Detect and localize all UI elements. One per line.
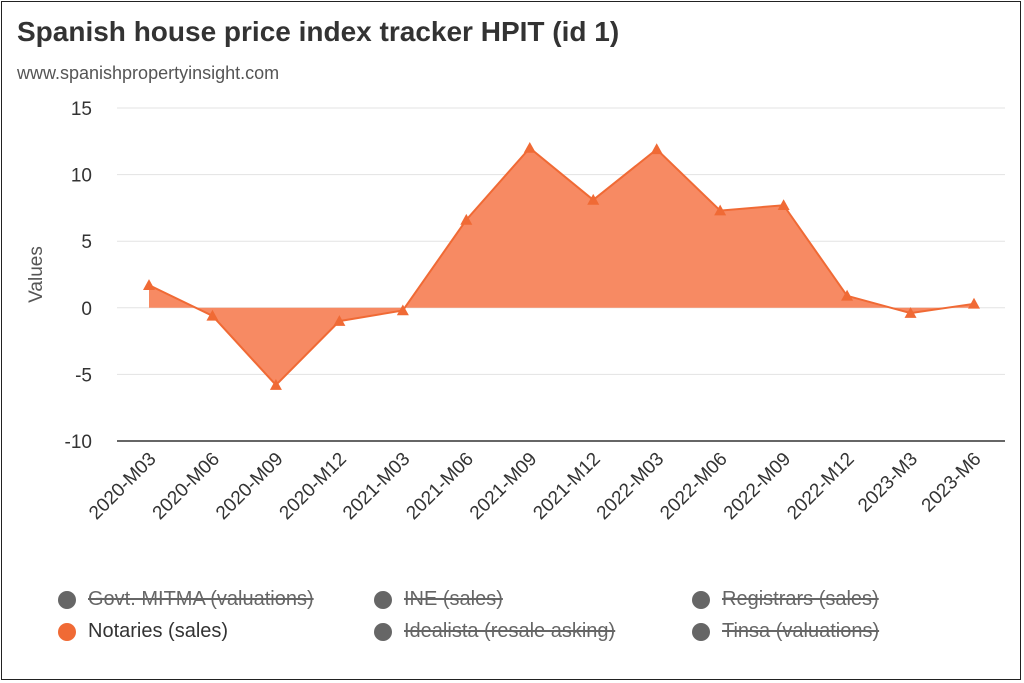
x-tick-label: 2020-M06 [149, 449, 224, 524]
legend-item[interactable]: Idealista (resale asking) [374, 620, 615, 643]
data-point [587, 193, 600, 205]
y-axis-label: Values [26, 246, 47, 303]
x-tick-label: 2022-M06 [656, 449, 731, 524]
x-tick-label: 2022-M03 [593, 449, 668, 524]
legend-item[interactable]: INE (sales) [374, 588, 503, 611]
y-tick-label: 0 [81, 299, 92, 320]
legend-dot-icon [58, 590, 76, 609]
x-tick-label: 2022-M09 [720, 449, 795, 524]
data-point [523, 141, 536, 153]
legend-item[interactable]: Registrars (sales) [692, 588, 879, 611]
legend-label: Idealista (resale asking) [404, 620, 616, 642]
legend-dot-icon [374, 622, 392, 641]
data-point [968, 297, 980, 309]
x-tick-label: 2023-M3 [854, 449, 922, 517]
data-point [269, 379, 282, 390]
legend-label: Govt. MITMA (valuations) [88, 588, 314, 610]
legend-dot-icon [58, 622, 76, 641]
x-tick-label: 2020-M09 [212, 449, 287, 524]
legend-item[interactable]: Notaries (sales) [58, 620, 228, 643]
x-tick-label: 2020-M12 [276, 449, 351, 524]
legend-dot-icon [692, 622, 710, 641]
chart-subtitle: www.spanishpropertyinsight.com [17, 63, 280, 83]
data-point [206, 309, 219, 321]
data-point [904, 307, 917, 318]
x-tick-label: 2023-M6 [918, 449, 986, 517]
legend-item[interactable]: Govt. MITMA (valuations) [58, 588, 314, 611]
data-point [143, 279, 155, 290]
legend-label: Registrars (sales) [722, 588, 879, 610]
data-point [777, 199, 790, 211]
data-point [841, 289, 854, 301]
x-tick-label: 2022-M12 [783, 449, 858, 524]
series-line-notaries [148, 146, 975, 387]
y-tick-label: -5 [75, 365, 92, 386]
data-point [650, 143, 663, 155]
series-area-notaries [149, 147, 974, 386]
y-tick-label: -10 [65, 432, 92, 453]
data-point [460, 213, 473, 225]
y-tick-label: 5 [81, 232, 92, 253]
y-tick-label: 15 [71, 99, 92, 120]
data-point [396, 304, 409, 316]
legend-label: Notaries (sales) [88, 620, 229, 642]
x-tick-label: 2021-M12 [529, 449, 604, 524]
legend-label: INE (sales) [404, 588, 503, 610]
legend-dot-icon [374, 590, 392, 609]
x-tick-label: 2021-M03 [339, 449, 414, 524]
chart-title: Spanish house price index tracker HPIT (… [17, 16, 620, 47]
data-point [714, 204, 727, 216]
x-tick-label: 2020-M03 [85, 449, 160, 524]
y-tick-label: 10 [71, 166, 92, 187]
x-tick-label: 2021-M06 [402, 449, 477, 524]
data-point [333, 315, 346, 326]
x-tick-label: 2021-M09 [466, 449, 541, 524]
legend-item[interactable]: Tinsa (valuations) [692, 620, 879, 643]
legend-dot-icon [692, 590, 710, 609]
legend-label: Tinsa (valuations) [722, 620, 880, 642]
